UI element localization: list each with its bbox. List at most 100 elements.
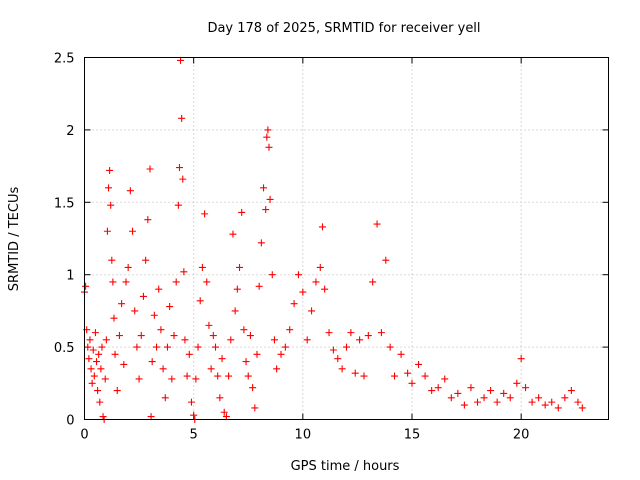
data-point bbox=[87, 365, 95, 373]
data-point bbox=[238, 208, 246, 216]
data-point bbox=[174, 201, 182, 209]
data-point bbox=[270, 336, 278, 344]
data-point bbox=[316, 263, 324, 271]
data-point bbox=[220, 408, 228, 416]
data-point bbox=[236, 263, 244, 271]
x-axis-label: GPS time / hours bbox=[291, 459, 400, 474]
data-point bbox=[231, 307, 239, 315]
data-point bbox=[382, 256, 390, 264]
data-point bbox=[118, 300, 126, 308]
data-point bbox=[268, 271, 276, 279]
data-point bbox=[115, 332, 123, 340]
data-point bbox=[109, 278, 117, 286]
data-point bbox=[82, 282, 90, 290]
data-point bbox=[124, 263, 132, 271]
data-point bbox=[500, 389, 508, 397]
data-point bbox=[172, 278, 180, 286]
data-point bbox=[180, 268, 188, 276]
data-point bbox=[506, 394, 514, 402]
data-point bbox=[227, 336, 235, 344]
data-point bbox=[541, 401, 549, 409]
data-point bbox=[89, 346, 97, 354]
data-point bbox=[265, 143, 273, 151]
data-points bbox=[81, 56, 586, 423]
data-point bbox=[356, 336, 364, 344]
y-axis-label: SRMTID / TECUs bbox=[7, 187, 22, 292]
data-point bbox=[120, 360, 128, 368]
data-point bbox=[166, 303, 174, 311]
data-point bbox=[216, 394, 224, 402]
data-point bbox=[95, 350, 103, 358]
data-point bbox=[155, 285, 163, 293]
data-point bbox=[214, 372, 222, 380]
y-tick-label: 2.5 bbox=[54, 52, 75, 67]
data-point bbox=[144, 216, 152, 224]
data-point bbox=[338, 365, 346, 373]
data-point bbox=[273, 365, 281, 373]
data-point bbox=[146, 165, 154, 173]
data-point bbox=[493, 398, 501, 406]
data-point bbox=[574, 398, 582, 406]
data-point bbox=[222, 413, 230, 421]
data-point bbox=[251, 404, 259, 412]
data-point bbox=[131, 307, 139, 315]
data-point bbox=[175, 164, 183, 172]
data-point bbox=[373, 220, 381, 228]
data-point bbox=[347, 329, 355, 337]
data-point bbox=[185, 350, 193, 358]
data-point bbox=[201, 210, 209, 218]
data-point bbox=[179, 175, 187, 183]
data-point bbox=[318, 223, 326, 231]
data-point bbox=[203, 278, 211, 286]
data-point bbox=[513, 379, 521, 387]
data-point bbox=[103, 227, 111, 235]
data-point bbox=[428, 387, 436, 395]
data-point bbox=[102, 336, 110, 344]
x-tick-label: 20 bbox=[513, 428, 530, 443]
data-point bbox=[129, 227, 137, 235]
data-point bbox=[88, 379, 96, 387]
data-point bbox=[139, 292, 147, 300]
data-point bbox=[240, 326, 248, 334]
data-point bbox=[325, 329, 333, 337]
data-point bbox=[133, 343, 141, 351]
y-tick-label: 0.5 bbox=[54, 341, 75, 356]
data-point bbox=[111, 350, 119, 358]
x-tick-label: 0 bbox=[80, 428, 88, 443]
data-point bbox=[187, 398, 195, 406]
data-point bbox=[528, 398, 536, 406]
data-point bbox=[299, 288, 307, 296]
data-point bbox=[421, 372, 429, 380]
data-point bbox=[91, 329, 99, 337]
data-point bbox=[113, 387, 121, 395]
data-point bbox=[84, 343, 92, 351]
data-point bbox=[196, 297, 204, 305]
data-point bbox=[404, 369, 412, 377]
grid-lines bbox=[84, 57, 609, 420]
data-point bbox=[178, 114, 186, 122]
data-point bbox=[286, 326, 294, 334]
data-point bbox=[108, 256, 116, 264]
data-point bbox=[554, 404, 562, 412]
data-point bbox=[249, 384, 257, 392]
data-point bbox=[535, 394, 543, 402]
data-point bbox=[159, 365, 167, 373]
data-point bbox=[181, 336, 189, 344]
y-tick-label: 2 bbox=[66, 124, 74, 139]
data-point bbox=[253, 350, 261, 358]
data-point bbox=[207, 365, 215, 373]
data-point bbox=[360, 372, 368, 380]
data-point bbox=[99, 413, 107, 421]
data-point bbox=[137, 332, 145, 340]
data-point bbox=[148, 358, 156, 366]
data-point bbox=[312, 278, 320, 286]
data-point bbox=[229, 230, 237, 238]
data-point bbox=[107, 201, 115, 209]
data-point bbox=[96, 398, 104, 406]
data-point bbox=[480, 394, 488, 402]
data-point bbox=[106, 166, 114, 174]
data-point bbox=[135, 375, 143, 383]
plot-frame bbox=[84, 57, 609, 420]
data-point bbox=[281, 343, 289, 351]
